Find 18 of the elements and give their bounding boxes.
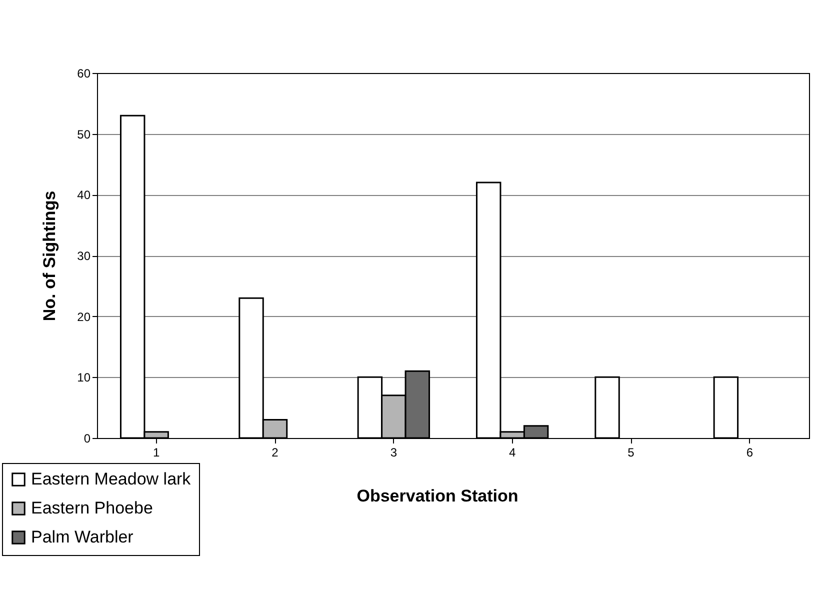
- y-tick-label: 0: [84, 432, 91, 446]
- y-tick-label: 50: [77, 127, 91, 142]
- y-tick-label: 10: [77, 370, 91, 385]
- x-tick-label: 5: [628, 446, 635, 460]
- x-tick-label: 4: [508, 446, 516, 460]
- x-tick-label: 3: [390, 446, 398, 460]
- y-tick-label: 40: [77, 188, 91, 202]
- y-axis-title: No. of Sightings: [40, 190, 60, 322]
- x-tick-label: 2: [272, 446, 279, 460]
- y-tick-label: 20: [77, 310, 91, 324]
- legend-label: Eastern Meadow lark: [31, 470, 192, 488]
- y-tick-label: 30: [77, 249, 91, 263]
- legend-label: Palm Warbler: [31, 528, 134, 546]
- y-tick-label: 60: [77, 66, 91, 80]
- x-tick-label: 1: [152, 446, 160, 460]
- x-tick-label: 6: [746, 446, 754, 460]
- x-axis-title: Observation Station: [356, 486, 518, 506]
- legend-label: Eastern Phoebe: [31, 498, 153, 518]
